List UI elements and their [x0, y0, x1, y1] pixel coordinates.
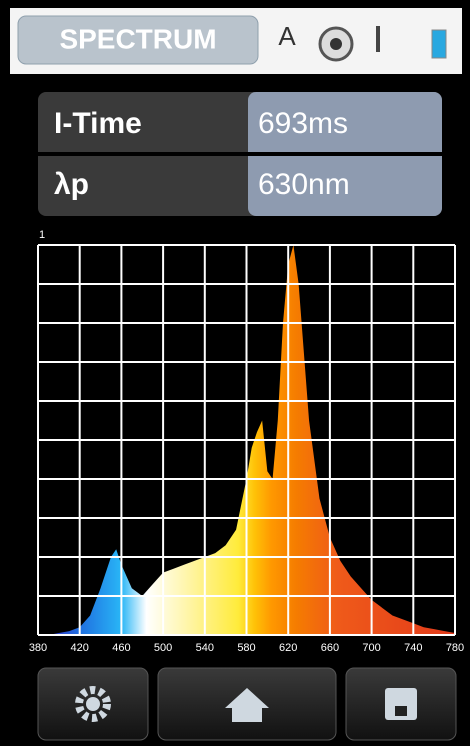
x-tick-label: 740 [404, 642, 422, 654]
x-tick-label: 780 [446, 642, 464, 654]
gear-center [86, 697, 100, 711]
x-tick-label: 420 [71, 642, 89, 654]
info-label: I-Time [54, 107, 142, 140]
battery-icon [432, 30, 446, 58]
save-icon-slot [395, 706, 407, 716]
info-value: 693ms [258, 107, 348, 140]
device-ui: SPECTRUM A I-Time 693ms λp 630nm 380 420 4… [0, 0, 470, 746]
mode-label: A [278, 21, 296, 51]
x-tick-label: 380 [29, 642, 47, 654]
x-tick-label: 620 [279, 642, 297, 654]
x-tick-label: 540 [196, 642, 214, 654]
info-label: λp [54, 168, 89, 201]
x-tick-label: 700 [362, 642, 380, 654]
x-tick-label: 580 [237, 642, 255, 654]
camera-lens [330, 38, 342, 50]
x-tick-label: 460 [112, 642, 130, 654]
tab-label: SPECTRUM [59, 23, 216, 54]
x-tick-label: 660 [321, 642, 339, 654]
divider [376, 26, 380, 52]
y-tick-label: 1 [39, 229, 45, 241]
x-tick-label: 500 [154, 642, 172, 654]
info-value: 630nm [258, 168, 350, 201]
screen: SPECTRUM A I-Time 693ms λp 630nm 380 420 4… [0, 0, 470, 746]
